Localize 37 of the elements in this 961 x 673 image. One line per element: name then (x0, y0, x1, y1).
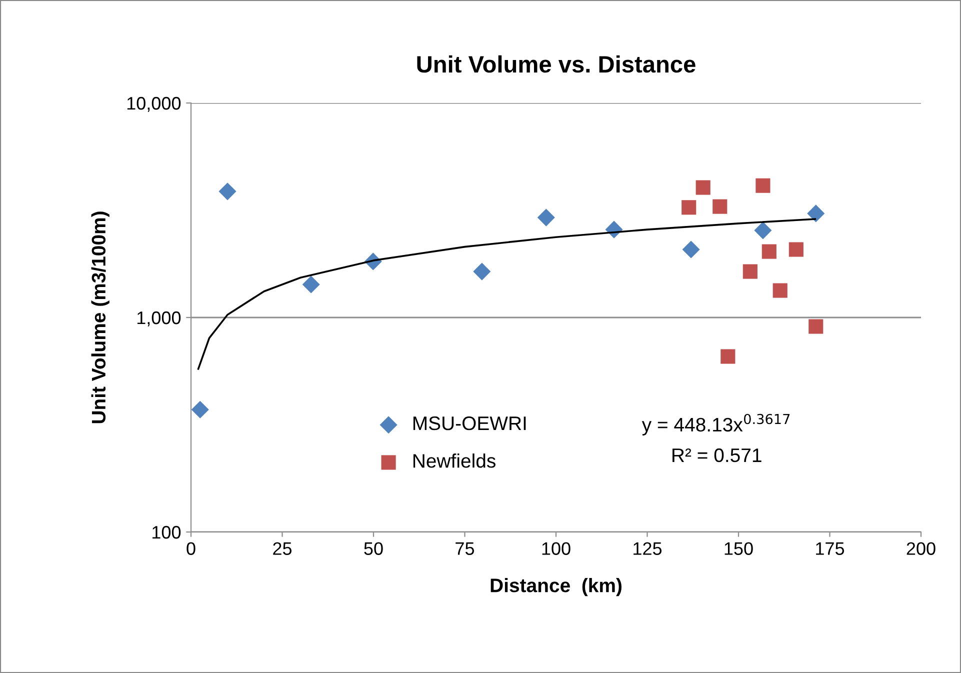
y-tick-label: 10,000 (127, 96, 181, 112)
point (712, 199, 728, 214)
chart-title: Unit Volume vs. Distance (417, 55, 696, 73)
x-tick-label: 0 (186, 542, 196, 555)
point (762, 244, 776, 259)
y-axis-title: Unit Volume (m3/100m) (91, 212, 110, 424)
point (191, 400, 209, 418)
point (682, 200, 696, 215)
x-axis-title: Distance (km) (490, 578, 622, 596)
y-tick-label: 1,000 (137, 311, 181, 326)
point (696, 180, 710, 195)
x-tick-label: 200 (906, 542, 936, 555)
point (537, 208, 555, 226)
x-tick-label: 50 (364, 542, 383, 555)
x-tick-label: 125 (634, 542, 662, 555)
x-tick-label: 175 (816, 542, 844, 555)
y-tick-label: 100 (152, 526, 181, 539)
x-tick-label: 75 (456, 542, 474, 555)
legend-label: MSU-OEWRI (413, 416, 526, 430)
point (473, 262, 491, 280)
point (807, 204, 825, 222)
annotation: y = 448.13x$^{0.3617}$ (642, 414, 790, 436)
point (756, 178, 770, 193)
point (218, 182, 236, 200)
x-tick-label: 100 (542, 542, 570, 555)
point (742, 264, 758, 279)
point (772, 283, 788, 298)
point (754, 222, 772, 240)
point (788, 242, 804, 257)
legend-label: Newfields (413, 453, 496, 468)
point (302, 276, 320, 294)
point (720, 349, 736, 364)
point (682, 240, 700, 258)
annotation: R² = 0.571 (672, 448, 762, 462)
point (808, 319, 824, 334)
x-tick-label: 25 (273, 542, 292, 555)
x-tick-label: 150 (724, 542, 753, 555)
